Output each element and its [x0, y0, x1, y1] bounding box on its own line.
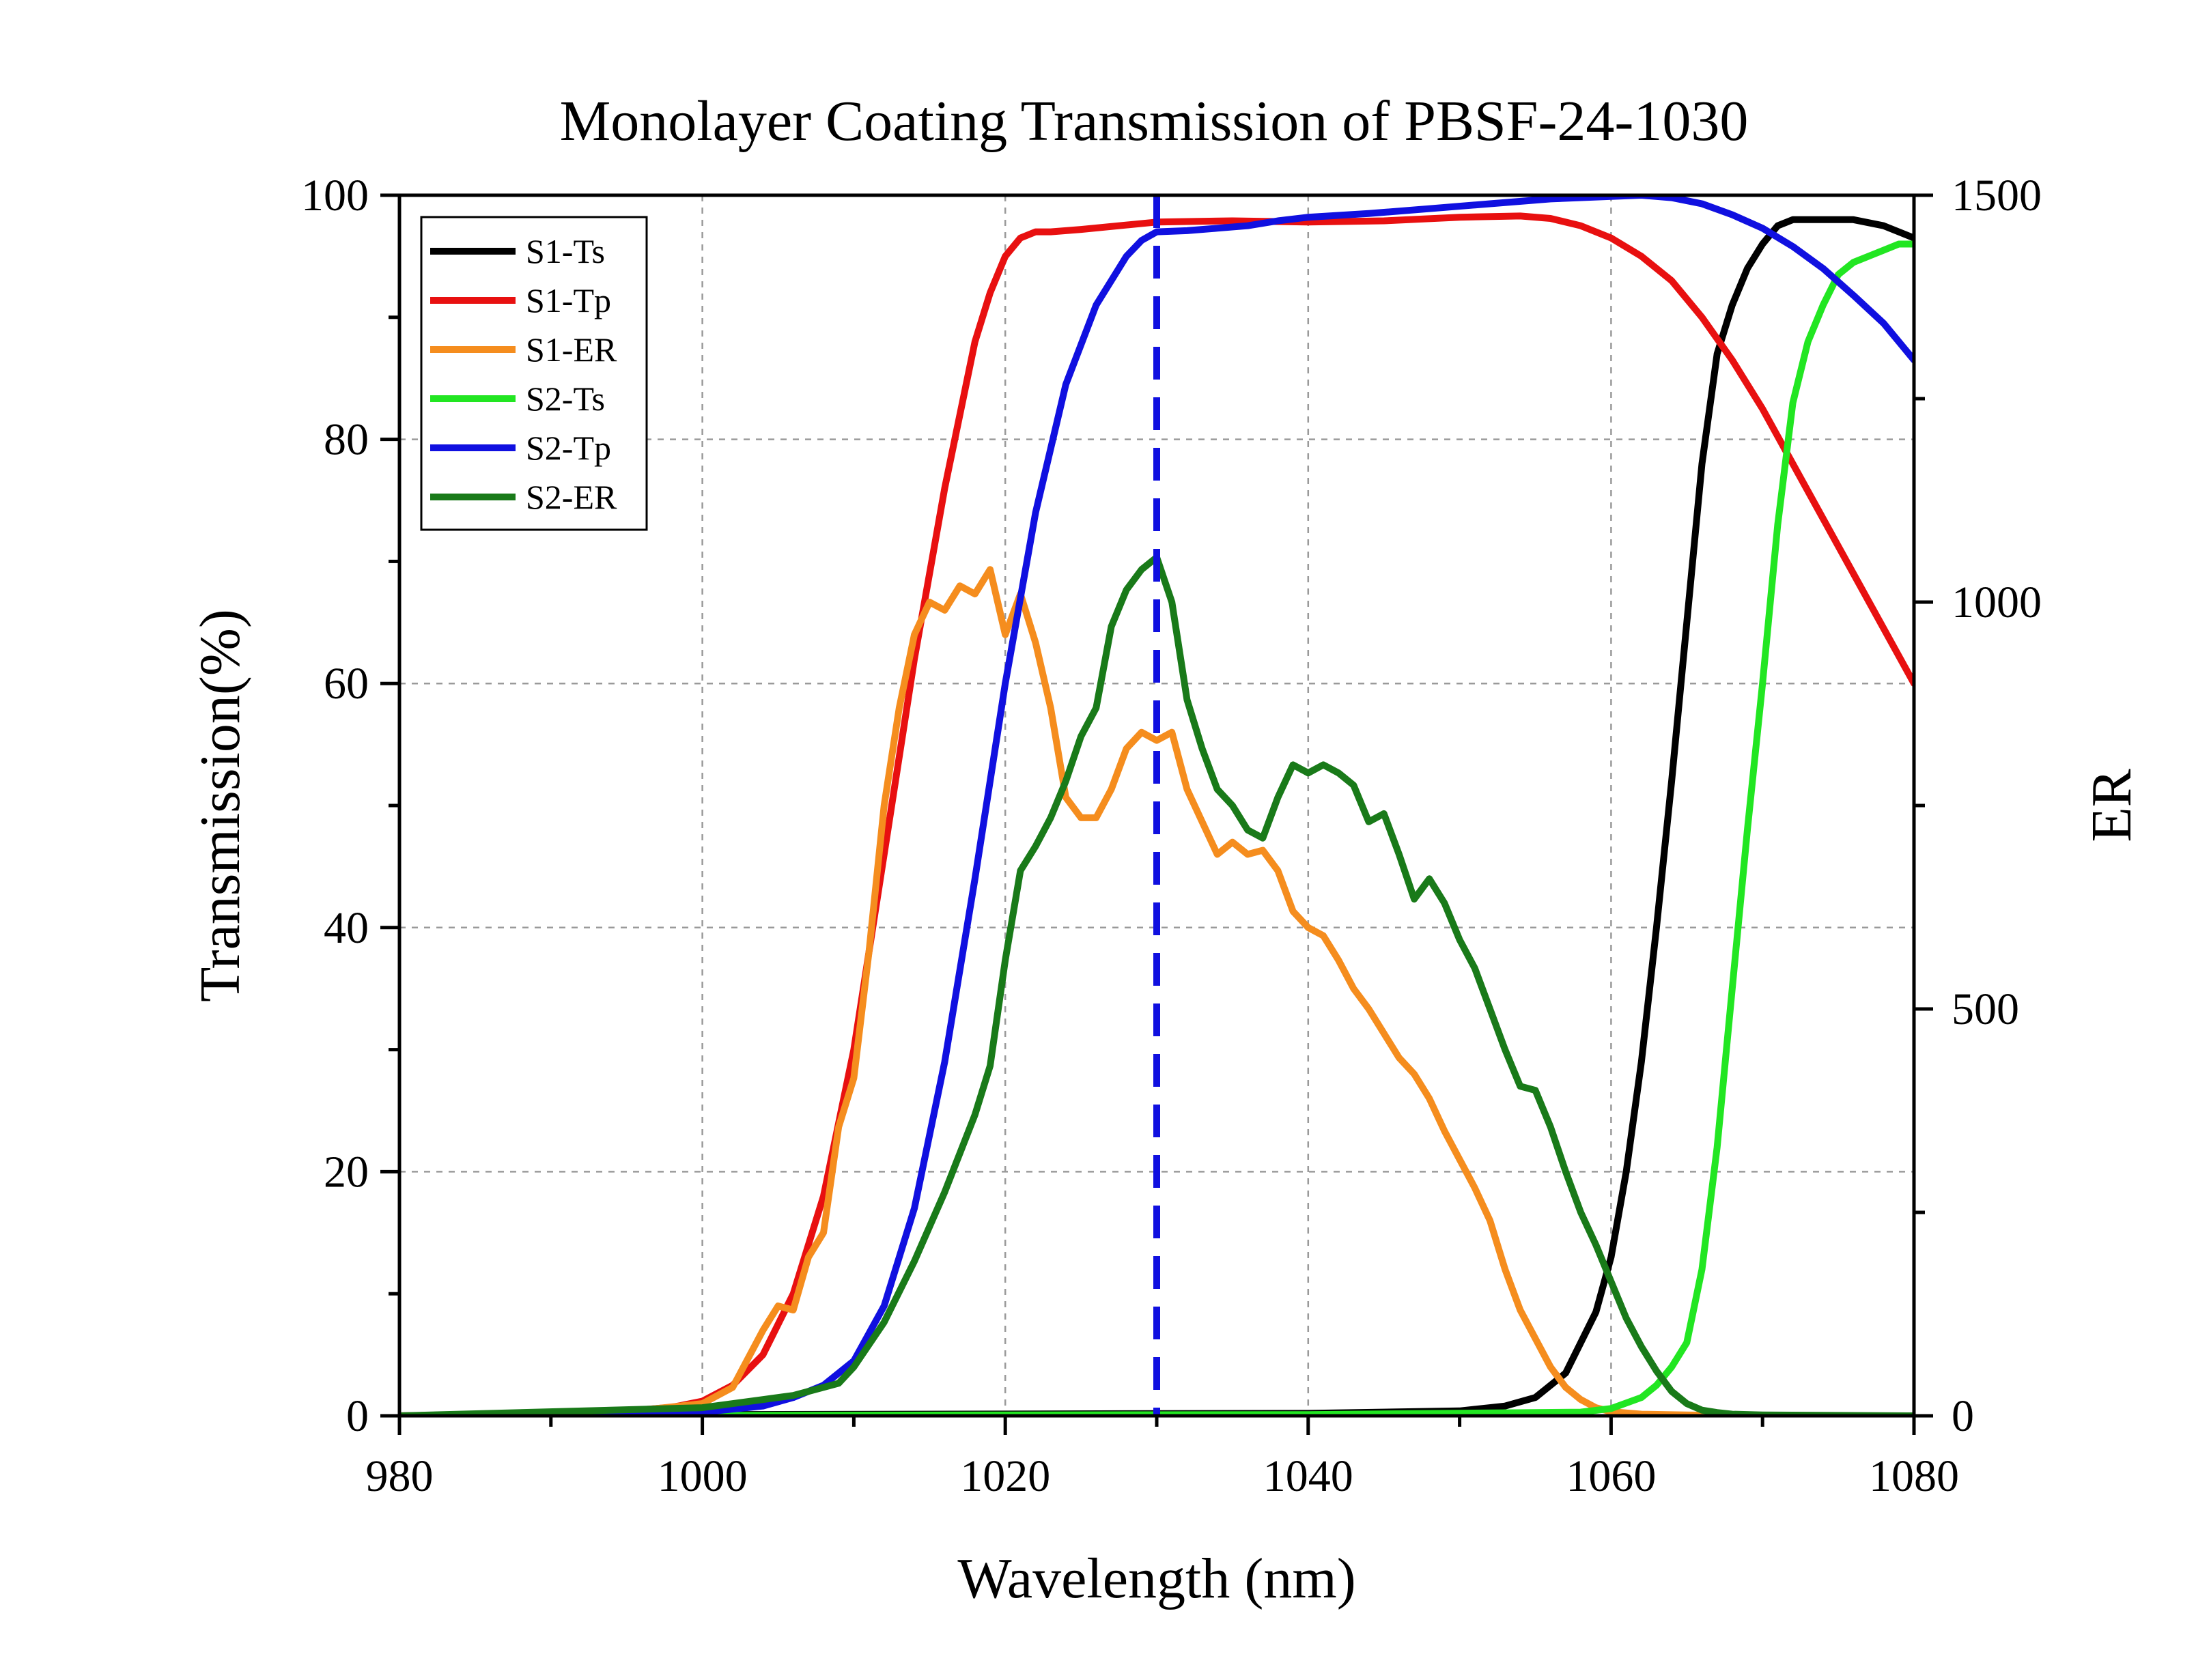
- y-tick-label: 100: [301, 171, 369, 220]
- legend-label-s1-ts: S1-Ts: [526, 232, 605, 270]
- legend-label-s2-ts: S2-Ts: [526, 380, 605, 418]
- series-line-s2-er: [399, 554, 1914, 1416]
- y2-tick-label: 1000: [1952, 578, 2042, 627]
- y-tick-label: 60: [324, 659, 369, 709]
- y2-tick-label: 0: [1952, 1391, 1974, 1441]
- legend-label-s2-er: S2-ER: [526, 478, 617, 516]
- tick-labels: 980 1000 1020 1040 1060 108002040608010005001…: [301, 171, 2042, 1501]
- y-axis-label: Transmission(%): [188, 609, 252, 1002]
- series-line-s1-ts: [399, 216, 1914, 1416]
- x-tick-label: 1040: [1263, 1451, 1353, 1501]
- x-tick-label: 1080: [1869, 1451, 1959, 1501]
- legend-label-s2-tp: S2-Tp: [526, 429, 611, 467]
- y2-axis-label: ER: [2080, 769, 2143, 842]
- legend: S1-Ts S1-Tp S1-ER S2-Ts S2-Tp S2-ER: [420, 216, 648, 531]
- y2-tick-label: 1500: [1952, 171, 2042, 220]
- x-tick-label: 1060: [1566, 1451, 1656, 1501]
- axis-ticks: [380, 193, 1933, 1435]
- legend-label-s1-er: S1-ER: [526, 330, 617, 369]
- y-tick-label: 20: [324, 1147, 369, 1197]
- series-line-s2-tp: [399, 195, 1914, 1416]
- y-tick-label: 80: [324, 415, 369, 465]
- x-axis-label: Wavelength (nm): [957, 1547, 1355, 1610]
- y2-tick-label: 500: [1952, 984, 2019, 1034]
- series-line-s1-tp: [399, 212, 1914, 1416]
- series-line-s1-er: [399, 566, 1914, 1416]
- x-tick-label: 1020: [960, 1451, 1050, 1501]
- series-line-s2-ts: [399, 240, 1914, 1416]
- y-tick-label: 40: [324, 903, 369, 953]
- legend-box: [420, 216, 648, 531]
- legend-label-s1-tp: S1-Tp: [526, 281, 611, 319]
- x-tick-label: 980: [366, 1451, 434, 1501]
- y-tick-label: 0: [346, 1391, 369, 1441]
- x-tick-label: 1000: [658, 1451, 748, 1501]
- chart-title: Monolayer Coating Transmission of PBSF-2…: [560, 89, 1749, 153]
- plot-series: [399, 195, 1914, 1416]
